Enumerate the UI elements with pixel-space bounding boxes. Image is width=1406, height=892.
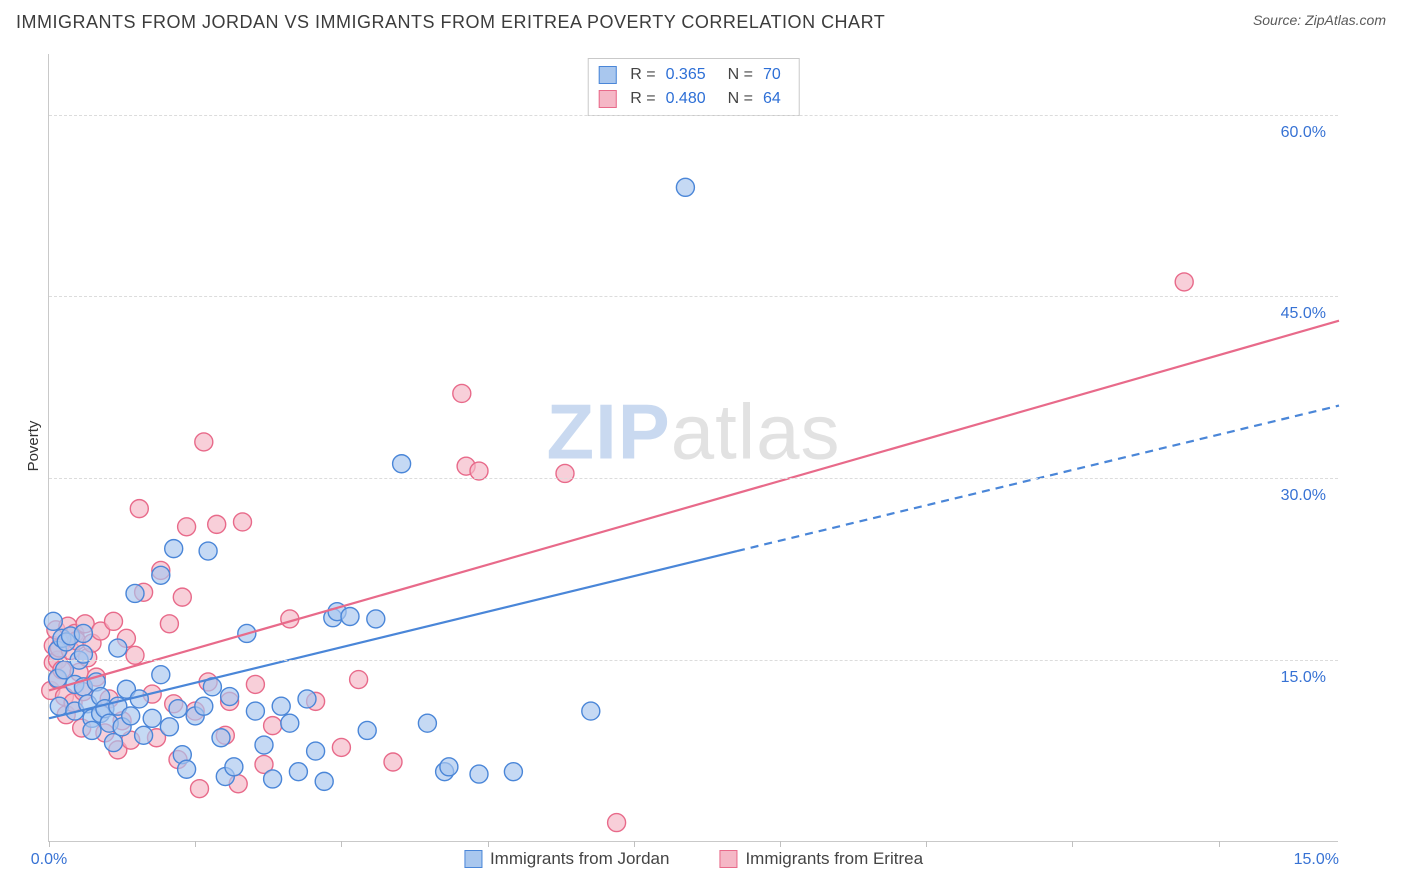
- chart-title: IMMIGRANTS FROM JORDAN VS IMMIGRANTS FRO…: [16, 12, 885, 33]
- scatter-plot-svg: [49, 54, 1338, 841]
- gridline: [49, 115, 1338, 116]
- xtick-mark: [195, 841, 196, 847]
- source-attribution: Source: ZipAtlas.com: [1253, 12, 1386, 28]
- ytick-label: 30.0%: [1281, 487, 1326, 505]
- swatch-jordan: [598, 66, 616, 84]
- swatch-eritrea-bottom: [719, 850, 737, 868]
- n-label: N =: [728, 63, 753, 87]
- r-label-2: R =: [630, 87, 655, 111]
- legend-stats-row-jordan: R = 0.365 N = 70: [598, 63, 781, 87]
- xtick-mark: [780, 841, 781, 847]
- gridline: [49, 296, 1338, 297]
- y-axis-label: Poverty: [25, 421, 42, 472]
- xtick-mark: [341, 841, 342, 847]
- xtick-mark: [488, 841, 489, 847]
- swatch-jordan-bottom: [464, 850, 482, 868]
- gridline: [49, 660, 1338, 661]
- n-label-2: N =: [728, 87, 753, 111]
- eritrea-n-value: 64: [763, 87, 781, 111]
- legend-bottom: Immigrants from Jordan Immigrants from E…: [464, 849, 923, 869]
- jordan-n-value: 70: [763, 63, 781, 87]
- legend-label-jordan: Immigrants from Jordan: [490, 849, 670, 869]
- xtick-label-max: 15.0%: [1294, 851, 1339, 869]
- ytick-label: 45.0%: [1281, 305, 1326, 323]
- xtick-mark: [1072, 841, 1073, 847]
- ytick-label: 60.0%: [1281, 124, 1326, 142]
- swatch-eritrea: [598, 90, 616, 108]
- xtick-mark: [49, 841, 50, 847]
- legend-label-eritrea: Immigrants from Eritrea: [745, 849, 923, 869]
- r-label: R =: [630, 63, 655, 87]
- xtick-mark: [634, 841, 635, 847]
- legend-item-eritrea: Immigrants from Eritrea: [719, 849, 923, 869]
- xtick-label-min: 0.0%: [31, 851, 67, 869]
- xtick-mark: [926, 841, 927, 847]
- legend-stats-row-eritrea: R = 0.480 N = 64: [598, 87, 781, 111]
- eritrea-r-value: 0.480: [666, 87, 706, 111]
- xtick-mark: [1219, 841, 1220, 847]
- chart-plot-area: ZIPatlas R = 0.365 N = 70 R = 0.480 N = …: [48, 54, 1338, 842]
- legend-item-jordan: Immigrants from Jordan: [464, 849, 670, 869]
- gridline: [49, 478, 1338, 479]
- jordan-r-value: 0.365: [666, 63, 706, 87]
- legend-stats-box: R = 0.365 N = 70 R = 0.480 N = 64: [587, 58, 800, 116]
- ytick-label: 15.0%: [1281, 669, 1326, 687]
